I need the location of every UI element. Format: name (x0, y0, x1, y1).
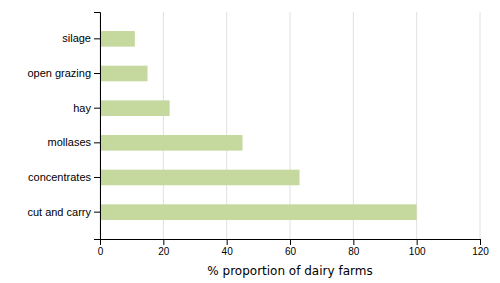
tick-mark (94, 73, 100, 74)
tick-label: concentrates (28, 171, 91, 183)
tick-mark (417, 239, 418, 245)
y-axis: cut and carry concentrates mollases hay open… (27, 13, 100, 240)
tick-mark (290, 239, 291, 245)
bar (100, 204, 417, 220)
tick-mark (227, 239, 228, 245)
tick-mark (94, 108, 100, 109)
tick: hay (73, 102, 100, 114)
tick-label: 80 (348, 246, 360, 257)
bar (100, 170, 300, 186)
tick: silage (62, 32, 100, 44)
tick: 120 (472, 239, 489, 257)
tick: cut and carry (27, 206, 100, 218)
tick-label: 120 (472, 246, 489, 257)
bar (100, 31, 135, 47)
bar (100, 135, 243, 151)
chart: 0 20 40 60 80 100 120 cut and carry concentrates… (0, 0, 500, 283)
tick: 60 (285, 239, 297, 257)
tick-label: mollases (48, 136, 92, 148)
x-axis-title: % proportion of dairy farms (207, 264, 372, 278)
tick-label: 100 (409, 246, 426, 257)
tick: mollases (48, 136, 100, 148)
bar (100, 100, 170, 116)
tick-label: 40 (222, 246, 234, 257)
tick-mark (94, 177, 100, 178)
tick-label: open grazing (27, 67, 91, 79)
tick-mark (353, 239, 354, 245)
tick-label: silage (62, 32, 91, 44)
grid (100, 12, 480, 239)
tick-label: 60 (285, 246, 297, 257)
tick: 100 (409, 239, 426, 257)
bars (100, 31, 417, 220)
plot: 0 20 40 60 80 100 120 cut and carry concentrates… (27, 12, 489, 257)
tick-label: 0 (98, 246, 104, 257)
tick: 20 (158, 239, 170, 257)
tick: 0 (98, 239, 104, 257)
tick: concentrates (28, 171, 100, 183)
tick-mark (163, 239, 164, 245)
axis-line (94, 13, 101, 240)
tick-label: hay (73, 102, 91, 114)
axis-line (101, 240, 481, 246)
tick: open grazing (27, 67, 100, 79)
tick-mark (94, 38, 100, 39)
tick-label: cut and carry (27, 206, 91, 218)
bar (100, 66, 148, 82)
tick: 40 (222, 239, 234, 257)
tick: 80 (348, 239, 360, 257)
tick-mark (480, 239, 481, 245)
tick-mark (94, 212, 100, 213)
tick-label: 20 (158, 246, 170, 257)
grid-line (480, 12, 481, 239)
x-axis: 0 20 40 60 80 100 120 (98, 239, 490, 257)
tick-mark (94, 142, 100, 143)
